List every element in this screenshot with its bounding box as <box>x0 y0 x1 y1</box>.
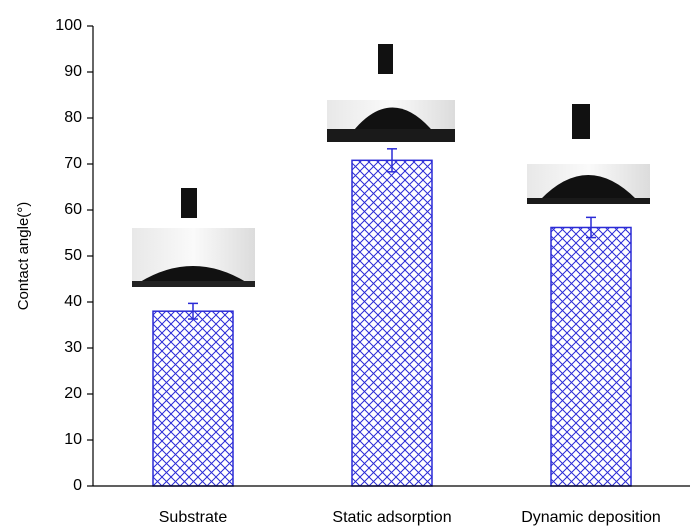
y-tick-label: 50 <box>64 247 82 264</box>
y-tick-label: 90 <box>64 63 82 80</box>
droplet-photo <box>132 188 255 287</box>
y-tick-label: 70 <box>64 155 82 172</box>
y-tick-label: 30 <box>64 339 82 356</box>
bar <box>153 311 233 486</box>
droplet-photo <box>327 44 455 142</box>
x-tick-label: Substrate <box>159 509 228 526</box>
chart: Contact angle(°) 0 10 20 30 40 50 60 70 80 90 100 S… <box>0 0 699 527</box>
x-tick-label: Dynamic deposition <box>521 509 661 526</box>
y-tick-label: 60 <box>64 201 82 218</box>
bar <box>352 160 432 486</box>
y-tick-label: 100 <box>55 17 82 34</box>
y-tick-label: 20 <box>64 385 82 402</box>
y-tick-label: 80 <box>64 109 82 126</box>
y-tick-label: 10 <box>64 431 82 448</box>
bar <box>551 227 631 486</box>
y-axis-title: Contact angle(°) <box>15 202 32 311</box>
y-tick-label: 0 <box>73 477 82 494</box>
droplet-photo <box>527 104 650 204</box>
x-tick-label: Static adsorption <box>332 509 451 526</box>
y-tick-label: 40 <box>64 293 82 310</box>
